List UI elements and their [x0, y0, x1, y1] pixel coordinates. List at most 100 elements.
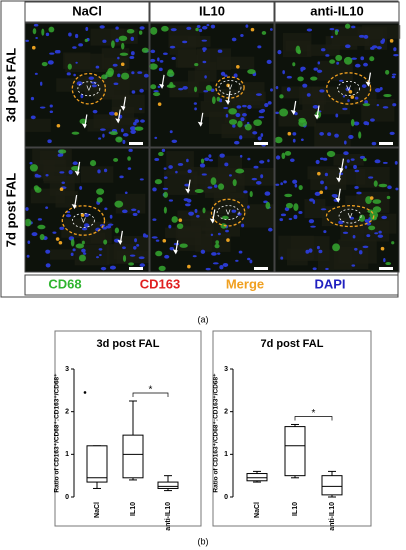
dapi-nucleus: [34, 173, 39, 178]
cd68-cell: [114, 200, 124, 208]
cd68-cell: [378, 183, 388, 188]
dapi-nucleus: [277, 49, 282, 55]
dapi-nucleus: [252, 131, 258, 135]
arrow-head: [314, 114, 320, 120]
cd68-cell: [179, 243, 188, 248]
tissue: [238, 204, 279, 228]
dapi-nucleus: [320, 48, 326, 52]
dapi-nucleus: [109, 111, 114, 115]
cd68-cell: [163, 191, 169, 198]
cd68-cell: [158, 265, 166, 272]
dapi-nucleus: [377, 234, 384, 238]
dapi-nucleus: [129, 254, 136, 257]
x-tick-label: IL10: [130, 502, 137, 516]
cd68-cell: [114, 227, 120, 234]
cd68-cell: [126, 28, 135, 34]
dapi-nucleus: [336, 61, 340, 65]
cd68-cell: [37, 224, 46, 230]
dapi-nucleus: [234, 140, 240, 145]
micrograph-frame: [149, 22, 275, 148]
dapi-nucleus: [330, 35, 334, 39]
y-tick-label: 1: [65, 451, 69, 458]
dapi-nucleus: [280, 256, 284, 260]
tissue: [325, 36, 358, 50]
arrow-head: [120, 105, 126, 111]
merge-cell: [319, 190, 324, 195]
dapi-nucleus: [267, 101, 272, 105]
cd68-cell: [154, 179, 163, 185]
cd68-cell: [279, 94, 284, 99]
dapi-nucleus: [99, 25, 105, 29]
dapi-nucleus: [72, 161, 78, 166]
cd68-cell: [194, 62, 199, 67]
cd68-cell: [385, 262, 392, 266]
dapi-nucleus: [354, 169, 360, 173]
dapi-nucleus: [358, 250, 363, 255]
cd68-cell: [29, 164, 38, 172]
dapi-nucleus: [353, 164, 357, 170]
dapi-nucleus: [117, 56, 120, 60]
dapi-nucleus: [206, 24, 210, 27]
dapi-nucleus: [119, 175, 124, 179]
cd68-cell: [32, 28, 37, 35]
dapi-nucleus: [194, 208, 198, 214]
dapi-nucleus: [30, 115, 36, 120]
dapi-nucleus: [26, 254, 30, 258]
dapi-nucleus: [335, 113, 339, 118]
dapi-nucleus: [49, 110, 54, 114]
dapi-nucleus: [45, 173, 49, 177]
tissue: [317, 60, 353, 81]
cd68-cell: [344, 23, 351, 29]
dapi-nucleus: [270, 88, 273, 92]
dapi-nucleus: [162, 52, 168, 56]
arrow-head: [74, 170, 80, 176]
dapi-nucleus: [305, 249, 310, 254]
cd68-cell: [134, 126, 144, 131]
cd68-cell: [24, 218, 32, 227]
dapi-nucleus: [155, 239, 160, 242]
dapi-nucleus: [182, 40, 188, 44]
box: [157, 481, 179, 489]
dapi-nucleus: [327, 132, 332, 136]
dapi-nucleus: [212, 262, 219, 265]
cd68-cell: [298, 117, 306, 123]
tissue: [80, 166, 114, 183]
cd68-cell: [214, 243, 220, 249]
significance-mark: *: [312, 408, 316, 419]
cd68-cell: [228, 119, 238, 125]
dapi-nucleus: [376, 46, 382, 50]
dapi-nucleus: [319, 157, 324, 160]
dapi-nucleus: [232, 124, 236, 128]
dapi-nucleus: [169, 130, 173, 134]
dapi-nucleus: [120, 128, 124, 133]
dapi-nucleus: [317, 61, 321, 65]
dapi-nucleus: [289, 158, 295, 163]
dapi-nucleus: [81, 248, 86, 253]
dapi-nucleus: [294, 183, 298, 188]
dapi-nucleus: [223, 74, 228, 78]
merge-cell: [80, 213, 85, 217]
dapi-nucleus: [319, 89, 325, 93]
dapi-nucleus: [47, 139, 52, 144]
dapi-nucleus: [203, 90, 209, 93]
cd68-cell: [261, 31, 267, 35]
cd68-cell: [310, 76, 318, 81]
dapi-nucleus: [249, 259, 253, 264]
vessel-outline: [326, 72, 372, 105]
cd68-cell: [141, 47, 149, 53]
dapi-nucleus: [231, 37, 237, 42]
dapi-nucleus: [129, 55, 135, 59]
outlier: [83, 391, 87, 394]
dapi-nucleus: [279, 218, 284, 222]
dapi-nucleus: [98, 248, 103, 251]
cd68-cell: [295, 45, 301, 54]
dapi-nucleus: [39, 106, 46, 109]
dapi-nucleus: [45, 249, 51, 254]
cd68-cell: [373, 180, 378, 187]
chart-title: 3d post FAL: [97, 338, 160, 350]
dapi-nucleus: [211, 252, 217, 256]
cd68-cell: [217, 183, 225, 190]
dapi-nucleus: [351, 264, 356, 267]
dapi-nucleus: [168, 199, 174, 202]
cd68-cell: [113, 158, 119, 162]
